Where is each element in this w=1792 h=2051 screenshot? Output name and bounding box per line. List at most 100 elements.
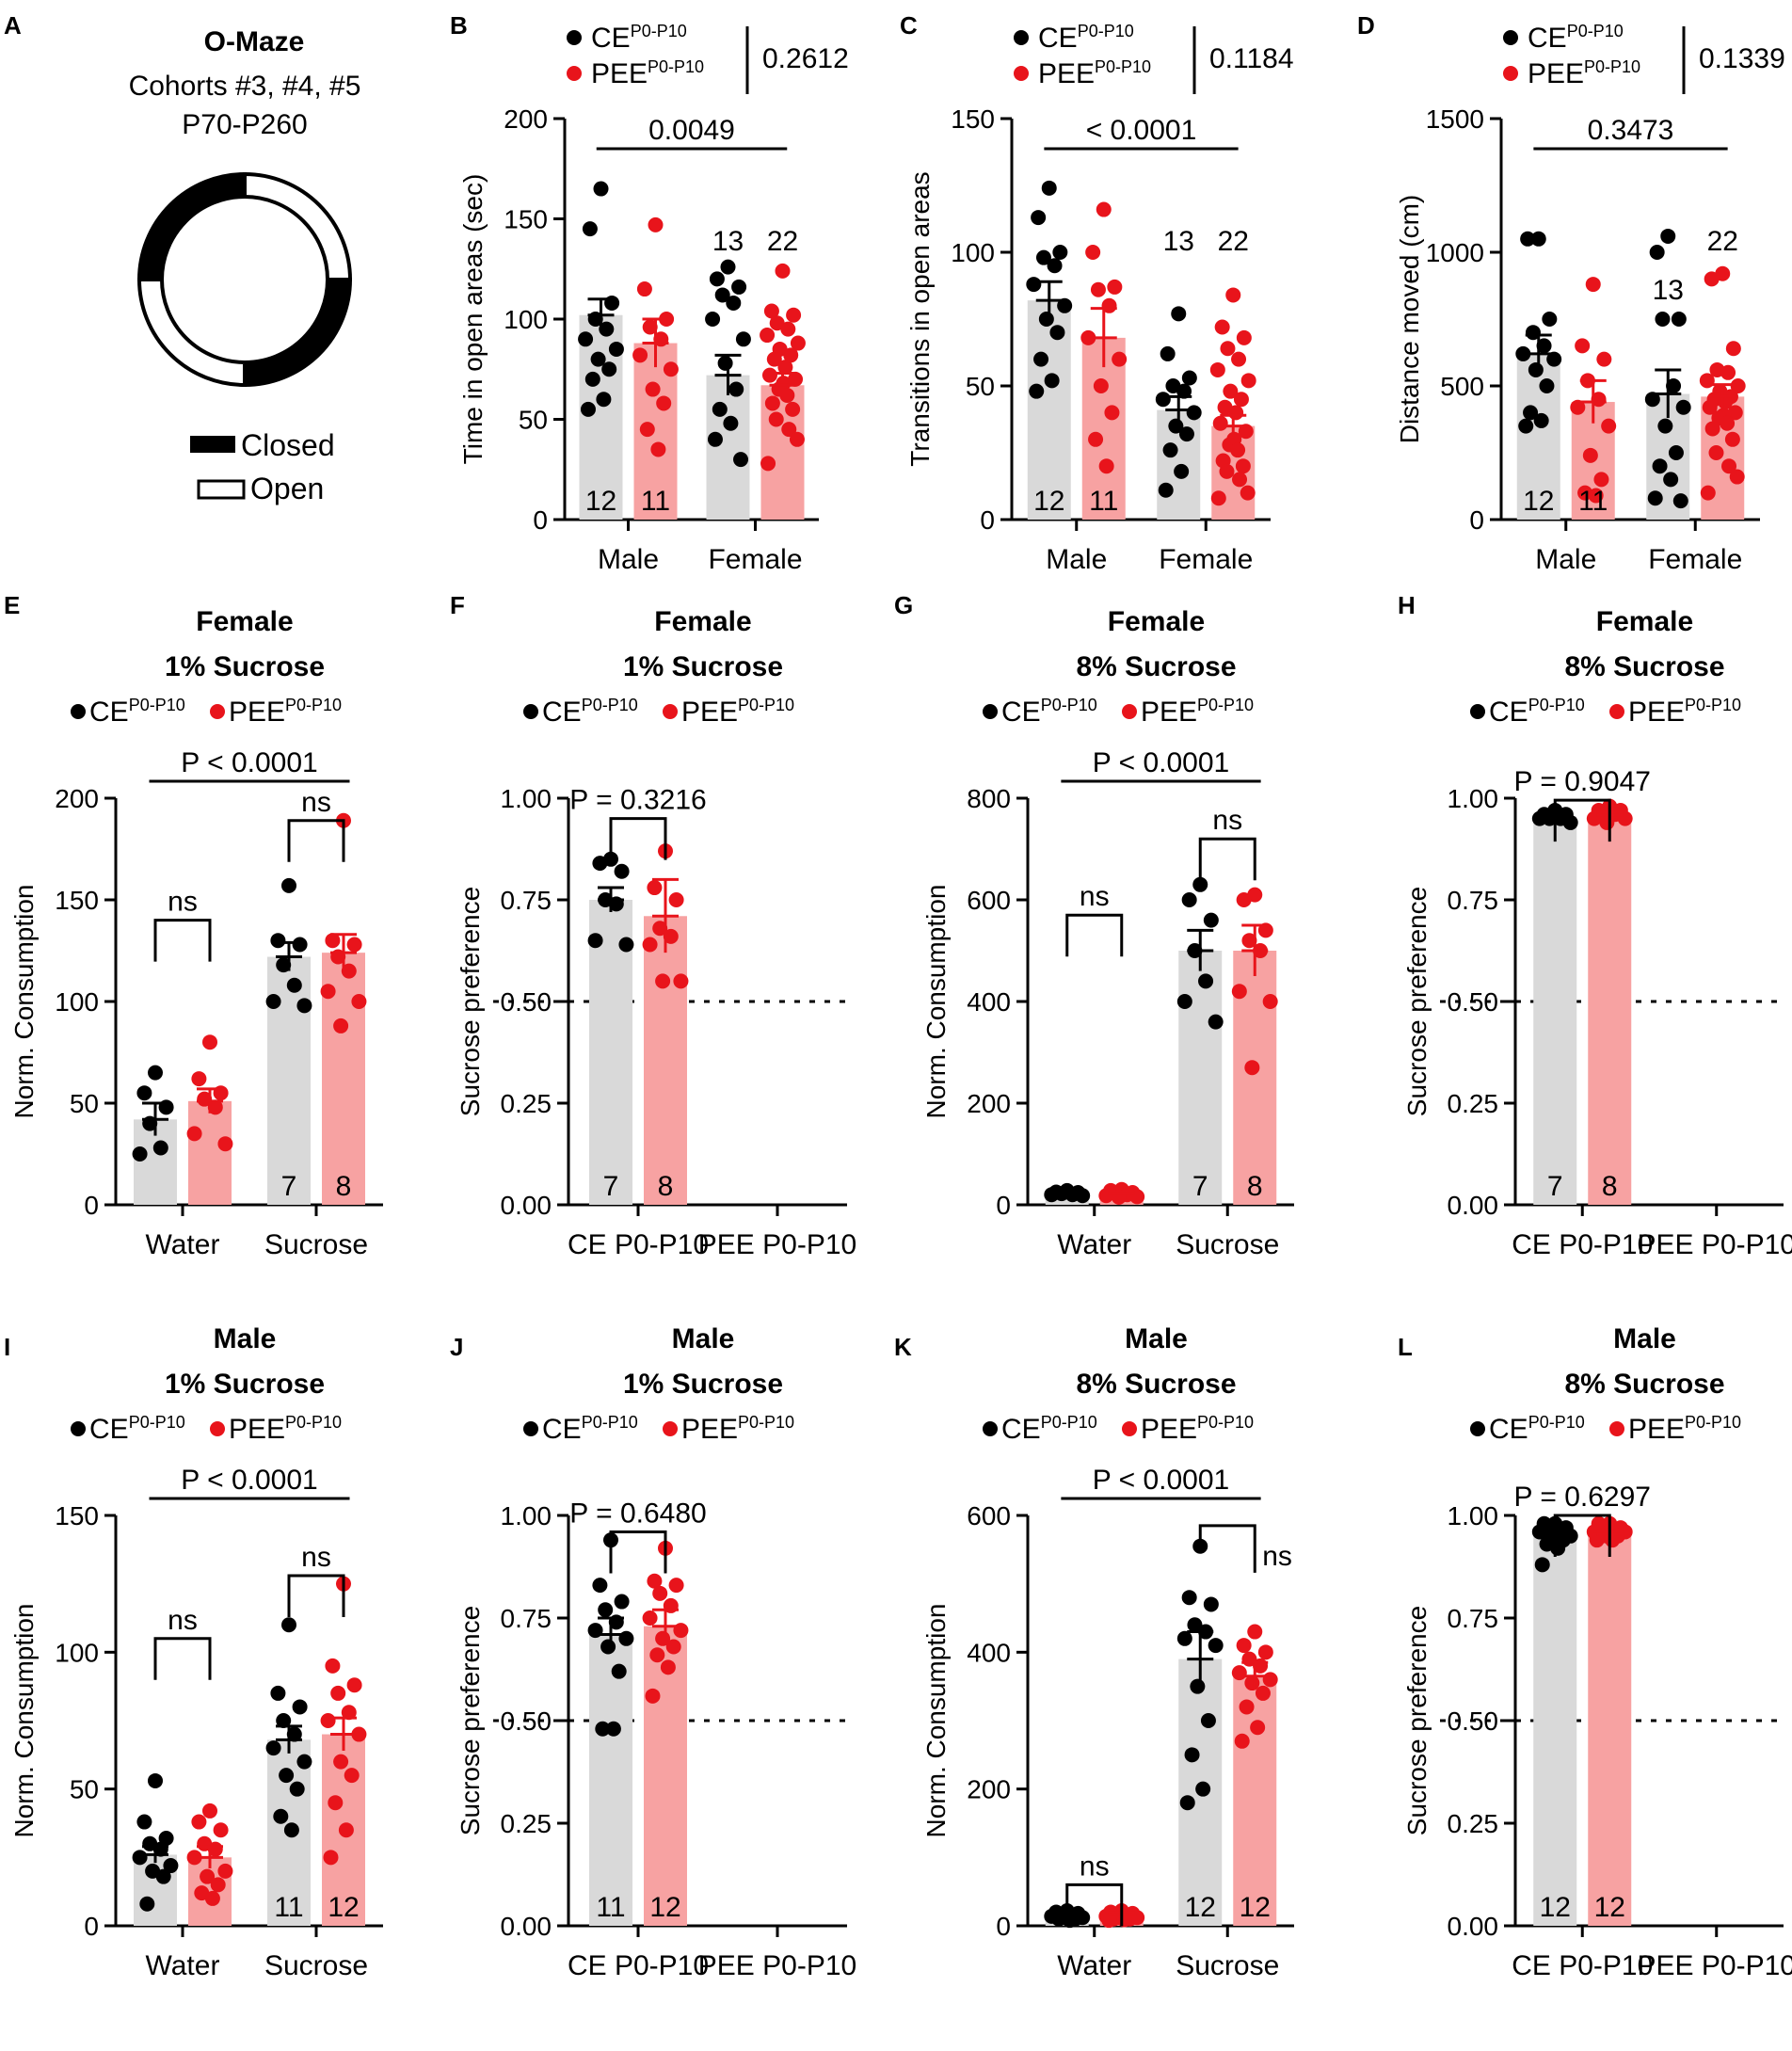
- data-point: [1208, 1638, 1224, 1654]
- data-point: [1668, 445, 1684, 460]
- data-point: [707, 431, 723, 447]
- y-tick-label: 200: [55, 784, 99, 813]
- legend-ce-label-base: CE: [542, 697, 582, 728]
- data-point: [286, 1726, 302, 1742]
- panel-e: E 0 50 100 150 200 Norm. Consumption 7 8 Water Suc…: [4, 591, 383, 1260]
- n-label: 12: [1033, 486, 1064, 517]
- data-point: [273, 1808, 289, 1824]
- data-point: [279, 1768, 295, 1784]
- data-point: [1195, 1781, 1211, 1797]
- chart-subtitle: 8% Sucrose: [1076, 651, 1236, 682]
- legend-pee-label-base: PEE: [681, 1414, 738, 1445]
- chart-subtitle: 8% Sucrose: [1076, 1369, 1236, 1400]
- data-point: [202, 1803, 217, 1819]
- data-point: [592, 1578, 608, 1594]
- data-point: [720, 259, 736, 275]
- legend-stat-value: 0.2612: [762, 43, 849, 74]
- data-point: [1240, 485, 1256, 501]
- legend-pee-label: PEEP0-P10: [591, 57, 704, 89]
- y-axis-label: Sucrose preference: [1402, 1606, 1432, 1835]
- comparison-p-value: 0.3473: [1588, 115, 1674, 146]
- y-tick-label: 100: [55, 987, 99, 1017]
- data-point: [200, 1868, 216, 1884]
- comparison-label: ns: [1080, 881, 1110, 912]
- data-point: [1209, 361, 1225, 377]
- data-point: [582, 221, 598, 237]
- data-point: [665, 1639, 681, 1655]
- data-point: [595, 1721, 611, 1737]
- y-tick-label: 0.25: [1448, 1809, 1499, 1838]
- legend-ce-label-base: CE: [1489, 1414, 1528, 1445]
- data-point: [614, 863, 630, 879]
- data-point: [1657, 418, 1673, 434]
- n-label: 8: [336, 1171, 352, 1202]
- y-axis-label: Norm. Consumption: [921, 885, 951, 1119]
- y-tick-label: 0.00: [1448, 1191, 1499, 1220]
- data-point: [1033, 351, 1049, 367]
- comparison-bracket: [1065, 1883, 1124, 1927]
- data-point: [645, 381, 661, 397]
- y-tick-label: 0: [980, 505, 995, 535]
- data-point: [1663, 472, 1679, 488]
- n-label: 11: [1578, 486, 1608, 517]
- data-point: [1041, 180, 1057, 196]
- data-point: [341, 963, 357, 979]
- legend-pee-marker: [1122, 1421, 1137, 1436]
- n-label: 7: [603, 1171, 619, 1202]
- legend-pee-label-superscript: P0-P10: [1584, 57, 1640, 76]
- legend-pee-label-base: PEE: [229, 1414, 285, 1445]
- comparison-label: ns: [168, 1605, 198, 1636]
- data-point: [618, 937, 634, 953]
- data-point: [346, 1677, 362, 1693]
- data-point: [1044, 1187, 1060, 1203]
- data-point: [1096, 201, 1112, 217]
- data-point: [768, 411, 784, 427]
- data-point: [333, 1017, 349, 1034]
- data-point: [1704, 271, 1720, 287]
- panel-letter: I: [4, 1333, 10, 1361]
- data-point: [1192, 876, 1208, 892]
- data-point: [663, 361, 679, 377]
- bar: [1027, 300, 1071, 520]
- data-point: [663, 928, 679, 944]
- legend-ce-marker: [523, 1421, 538, 1436]
- panel-b: B 0 50 100 150 200 Time in open areas (sec) 12 1…: [450, 11, 849, 575]
- legend-ce-label: CEP0-P10: [591, 22, 687, 54]
- data-point: [580, 401, 596, 417]
- chart-title: Male: [214, 1323, 277, 1354]
- data-point: [733, 452, 749, 468]
- n-label: 7: [281, 1171, 297, 1202]
- comparison-p-value: P < 0.0001: [181, 747, 317, 778]
- legend-ce-label: CEP0-P10: [89, 1413, 185, 1445]
- data-point: [1721, 458, 1737, 474]
- legend-pee-label-superscript: P0-P10: [1197, 696, 1254, 714]
- comparison-p-value: P < 0.0001: [1093, 1465, 1229, 1496]
- comparison-bracket: [287, 819, 345, 862]
- n-label: 11: [274, 1892, 303, 1923]
- data-point: [608, 341, 624, 357]
- panel-letter: L: [1398, 1333, 1413, 1361]
- data-point: [1235, 458, 1251, 474]
- data-point: [1200, 1713, 1216, 1728]
- data-point: [587, 933, 603, 949]
- data-point: [1044, 373, 1060, 389]
- n-label: 12: [1185, 1892, 1216, 1923]
- legend-pee-label-base: PEE: [1528, 58, 1584, 89]
- comparison-label: ns: [301, 787, 331, 818]
- data-point: [1599, 814, 1615, 830]
- legend-ce-label-base: CE: [1489, 697, 1528, 728]
- legend-pee-label-base: PEE: [1141, 1414, 1197, 1445]
- comparison-label: P = 0.3216: [569, 785, 706, 816]
- data-point: [328, 1795, 344, 1811]
- y-tick-label: 0.25: [501, 1809, 552, 1838]
- data-point: [210, 1877, 226, 1893]
- data-point: [330, 1685, 346, 1701]
- data-point: [1236, 1638, 1252, 1654]
- panel-letter: E: [4, 591, 20, 619]
- bar: [1533, 816, 1577, 1205]
- comparison-label: ns: [168, 887, 198, 918]
- x-category-label: Sucrose: [264, 1950, 368, 1981]
- panel-g: G 0 200 400 600 800 Norm. Consumption 7 8 Water Su…: [894, 591, 1294, 1260]
